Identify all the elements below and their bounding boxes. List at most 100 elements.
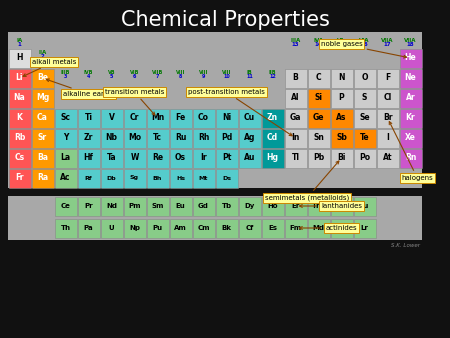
Bar [100, 128, 122, 147]
Text: I: I [386, 134, 389, 143]
Text: Hs: Hs [176, 175, 185, 180]
Text: transition metals: transition metals [105, 89, 164, 115]
Text: He: He [405, 53, 416, 63]
Bar [354, 196, 375, 216]
Text: B: B [292, 73, 298, 82]
Bar [100, 169, 122, 188]
Bar [330, 148, 352, 168]
Text: Kr: Kr [406, 114, 415, 122]
Text: N: N [338, 73, 345, 82]
Text: La: La [60, 153, 71, 163]
Text: lanthanides: lanthanides [300, 203, 362, 209]
Bar [261, 196, 284, 216]
Bar [193, 108, 215, 127]
Text: alkali metals: alkali metals [23, 59, 76, 76]
Bar [377, 128, 399, 147]
Text: IVA: IVA [314, 39, 324, 44]
Bar [307, 148, 329, 168]
Text: Co: Co [198, 114, 209, 122]
Bar [100, 196, 122, 216]
Bar [170, 169, 192, 188]
Text: VIII: VIII [176, 70, 185, 74]
Text: 3: 3 [64, 73, 67, 78]
Text: Te: Te [360, 134, 369, 143]
Bar [377, 69, 399, 88]
Text: Cm: Cm [197, 225, 210, 231]
Text: Rb: Rb [14, 134, 25, 143]
Text: IVB: IVB [84, 70, 93, 74]
Text: Cd: Cd [267, 134, 278, 143]
Bar [216, 169, 238, 188]
Text: Md: Md [312, 225, 324, 231]
Text: Bi: Bi [338, 153, 346, 163]
Text: Rh: Rh [198, 134, 209, 143]
Bar [100, 148, 122, 168]
Text: Lr: Lr [360, 225, 369, 231]
Text: post-transition metals: post-transition metals [188, 89, 292, 136]
Bar [400, 108, 422, 127]
Bar [147, 128, 168, 147]
Text: Au: Au [244, 153, 255, 163]
Text: Tc: Tc [153, 134, 162, 143]
Bar [400, 128, 422, 147]
Text: Ho: Ho [267, 203, 278, 209]
Text: Ag: Ag [244, 134, 255, 143]
Text: Sc: Sc [60, 114, 71, 122]
Text: Ni: Ni [222, 114, 231, 122]
Text: VA: VA [338, 39, 346, 44]
Text: 8: 8 [179, 73, 182, 78]
Bar [54, 148, 76, 168]
Text: IIIA: IIIA [290, 39, 301, 44]
Text: Pa: Pa [84, 225, 93, 231]
Text: Mt: Mt [199, 175, 208, 180]
Bar [170, 128, 192, 147]
Text: 5: 5 [110, 73, 113, 78]
Bar [54, 196, 76, 216]
Text: 2: 2 [40, 53, 45, 58]
Text: 18: 18 [407, 43, 414, 48]
Text: 15: 15 [338, 43, 345, 48]
Text: Ds: Ds [222, 175, 231, 180]
Bar [147, 169, 168, 188]
Bar [261, 148, 284, 168]
Text: Er: Er [292, 203, 300, 209]
Text: At: At [383, 153, 392, 163]
Text: IIA: IIA [38, 49, 47, 54]
Bar [32, 89, 54, 107]
Bar [307, 196, 329, 216]
Text: Fe: Fe [176, 114, 185, 122]
Text: Se: Se [359, 114, 370, 122]
Text: Mg: Mg [36, 94, 49, 102]
Bar [193, 148, 215, 168]
Text: alkaline earths: alkaline earths [46, 79, 114, 97]
Text: noble gases: noble gases [320, 41, 406, 58]
Text: Ge: Ge [313, 114, 324, 122]
Bar [147, 218, 168, 238]
Text: W: W [130, 153, 139, 163]
Bar [123, 148, 145, 168]
Text: Rn: Rn [405, 153, 416, 163]
Text: Ba: Ba [37, 153, 48, 163]
Text: Os: Os [175, 153, 186, 163]
Bar [307, 69, 329, 88]
Bar [77, 169, 99, 188]
Text: VIII: VIII [222, 70, 231, 74]
Bar [77, 128, 99, 147]
Text: Tb: Tb [221, 203, 232, 209]
Text: Tm: Tm [312, 203, 325, 209]
Text: VIIA: VIIA [381, 39, 394, 44]
Bar [377, 89, 399, 107]
Bar [32, 69, 54, 88]
Bar [284, 128, 306, 147]
Bar [8, 32, 422, 188]
Bar [147, 108, 168, 127]
Text: VIA: VIA [359, 39, 370, 44]
Bar [193, 169, 215, 188]
Text: Si: Si [315, 94, 323, 102]
Text: Nb: Nb [105, 134, 117, 143]
Text: Be: Be [37, 73, 48, 82]
Text: 10: 10 [223, 73, 230, 78]
Text: semimetals (metalloids): semimetals (metalloids) [265, 161, 349, 201]
Bar [32, 108, 54, 127]
Text: Po: Po [359, 153, 370, 163]
